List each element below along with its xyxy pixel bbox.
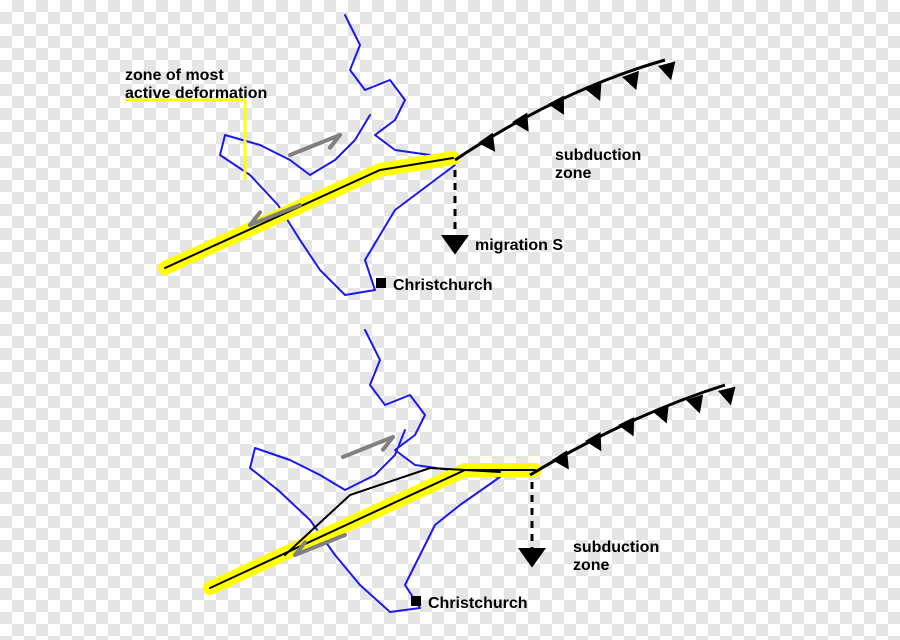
deformation-label-1: zone of most — [125, 67, 224, 84]
upper-panel: zone of most active deformation subducti… — [125, 15, 680, 295]
migration-arrow-upper — [441, 170, 469, 255]
diagram-canvas: zone of most active deformation subducti… — [0, 0, 900, 640]
deformation-callout — [125, 100, 245, 180]
city-marker-lower — [411, 596, 421, 606]
lower-panel: subduction zone Christchurch — [210, 330, 740, 612]
subduction-label-1-lower: subduction — [573, 539, 659, 556]
deformation-label-2: active deformation — [125, 85, 267, 102]
subduction-teeth-lower — [552, 387, 740, 475]
city-label-upper: Christchurch — [393, 277, 493, 294]
city-label-lower: Christchurch — [428, 595, 528, 612]
migration-arrow-lower — [518, 482, 546, 568]
subduction-label-2-upper: zone — [555, 165, 592, 182]
subduction-teeth-upper — [478, 61, 680, 157]
subduction-label-1-upper: subduction — [555, 147, 641, 164]
city-marker-upper — [376, 278, 386, 288]
migration-label: migration S — [475, 237, 563, 254]
subduction-label-2-lower: zone — [573, 557, 610, 574]
coastline-upper — [220, 15, 455, 295]
